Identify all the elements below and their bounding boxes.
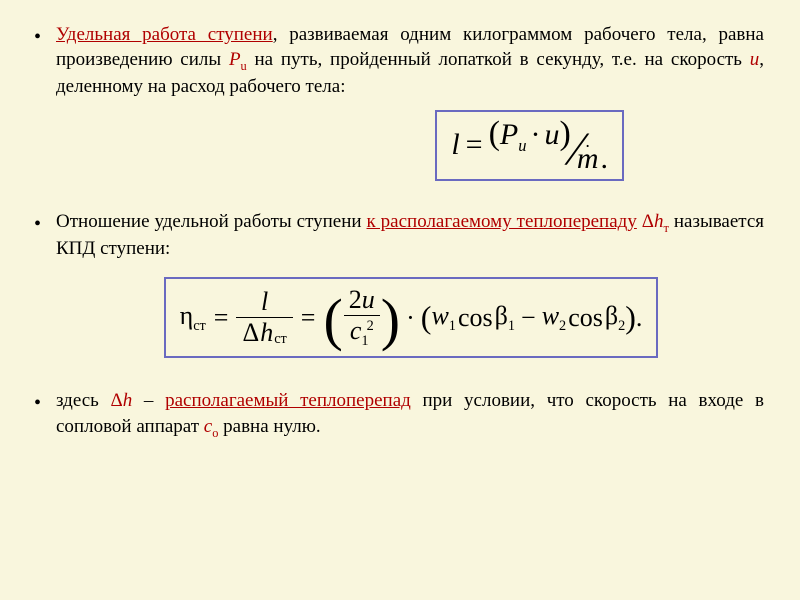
formula-1-box: l = (Pu·u) ⁄ · m . (435, 110, 624, 181)
f2-beta1: β1 (495, 301, 515, 335)
f1-l: l (451, 128, 459, 162)
f2-cos2: cos (568, 303, 603, 333)
formula-1: l = (Pu·u) ⁄ · m . (451, 118, 608, 173)
symbol-Pu: Pu (229, 49, 247, 70)
b3-text-1: – (132, 390, 165, 411)
formula-2-box: ηст = l Δhст = ( 2u c12 ) · ( w1 cos (164, 277, 659, 358)
b1-text-2: на путь, пройденный лопаткой в секунду, … (247, 49, 750, 70)
term-heat-drop-ratio: к располагаемому теплоперепаду (367, 211, 637, 232)
f1-m-dot: · (585, 136, 591, 157)
b3-text-4: равна нулю. (218, 416, 320, 437)
term-available-heat-drop: располагаемый теплоперепад (165, 390, 411, 411)
f2-w1: w1 (431, 301, 456, 335)
f2-frac1: l Δhст (236, 287, 292, 348)
f2-rp2: ) (625, 299, 636, 336)
bullet-3: здесь Δh – располагаемый теплоперепад пр… (30, 388, 764, 440)
f2-frac2: 2u c12 (343, 285, 381, 350)
f2-lp2: ( (421, 299, 432, 336)
f2-w2: w2 (542, 301, 567, 335)
f1-period: . (601, 142, 609, 176)
f2-beta2: β2 (605, 301, 625, 335)
f2-eq2: = (301, 303, 316, 333)
f1-eq: = (466, 128, 483, 162)
f2-minus: − (521, 303, 536, 333)
formula-1-wrap: l = (Pu·u) ⁄ · m . (30, 110, 764, 181)
term-specific-work: Удельная работа ступени (56, 24, 273, 45)
f1-m: · m (577, 142, 599, 176)
symbol-c0: co (204, 416, 219, 437)
f2-dot: · (406, 303, 415, 333)
symbol-delta-h: Δh (111, 390, 133, 411)
f2-eta: ηст (180, 301, 206, 335)
f2-period: . (636, 303, 643, 333)
bullet-2: Отношение удельной работы ступени к расп… (30, 209, 764, 261)
b2-text-0: Отношение удельной работы ступени (56, 211, 367, 232)
bullet-list-3: здесь Δh – располагаемый теплоперепад пр… (30, 388, 764, 440)
symbol-delta-h-t: Δhт (642, 211, 669, 232)
f1-numerator: (Pu·u) (489, 115, 571, 156)
symbol-u: u (750, 49, 760, 70)
f2-cos1: cos (458, 303, 493, 333)
bullet-list-2: Отношение удельной работы ступени к расп… (30, 209, 764, 261)
slide: Удельная работа ступени, развиваемая одн… (0, 0, 800, 600)
formula-2: ηст = l Δhст = ( 2u c12 ) · ( w1 cos (180, 285, 643, 350)
bullet-list: Удельная работа ступени, развиваемая одн… (30, 22, 764, 100)
bullet-1: Удельная работа ступени, развиваемая одн… (30, 22, 764, 100)
b3-text-0: здесь (56, 390, 111, 411)
formula-2-wrap: ηст = l Δhст = ( 2u c12 ) · ( w1 cos (30, 277, 764, 358)
f2-eq1: = (214, 303, 229, 333)
